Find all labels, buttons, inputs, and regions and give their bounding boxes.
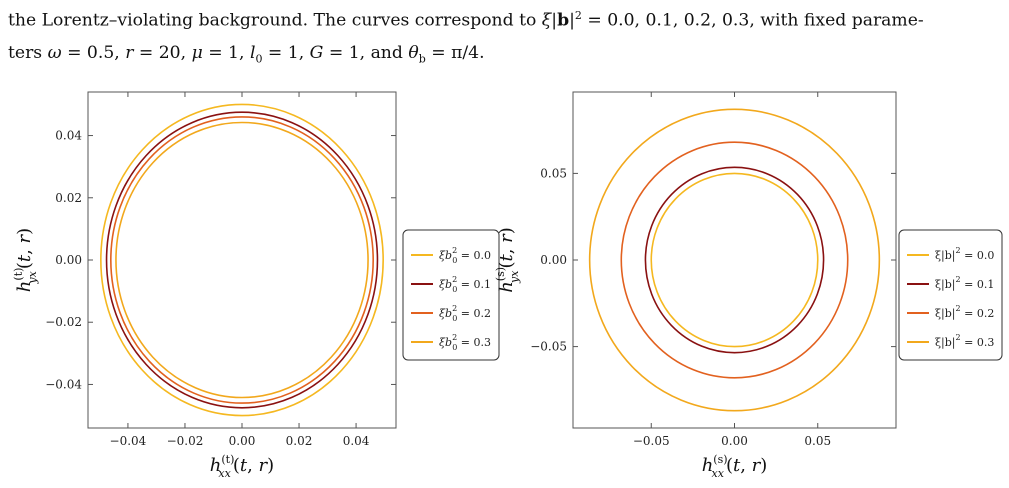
caption-line-2: ters ω = 0.5, r = 20, μ = 1, l0 = 1, G =…	[8, 37, 1003, 75]
figure-caption: the Lorentz–violating background. The cu…	[8, 0, 1003, 75]
x-tick-label: 0.04	[343, 434, 370, 448]
legend-box	[898, 229, 1003, 361]
caption-text: the Lorentz–violating background. The cu…	[8, 10, 542, 31]
caption-symbol: μ	[191, 42, 203, 63]
y-tick-label: 0.00	[55, 253, 82, 267]
x-tick-label: 0.00	[721, 434, 748, 448]
legend-label: ξ|b|2 = 0.3	[935, 333, 994, 350]
caption-sub: b	[418, 52, 426, 66]
series-curve-2	[620, 141, 849, 379]
caption-text: = 0.0, 0.1, 0.2, 0.3, with fixed parame-	[581, 10, 924, 31]
series-curve-3	[588, 108, 881, 412]
caption-text: = 1,	[202, 42, 250, 63]
caption-sub: 0	[255, 52, 263, 66]
caption-line-1: the Lorentz–violating background. The cu…	[8, 0, 1003, 37]
legend-label: ξ|b|2 = 0.0	[935, 246, 994, 263]
x-axis-label: h(s) xx (t, r)	[702, 453, 768, 480]
plot-frame	[87, 91, 397, 429]
caption-text: |	[569, 10, 575, 31]
y-axis-label: h(s)yx(t, r)	[494, 227, 521, 293]
caption-symbol: r	[125, 42, 134, 63]
y-tick-label: 0.02	[55, 191, 82, 205]
y-tick-label: 0.05	[540, 166, 567, 180]
x-tick-label: −0.04	[110, 434, 147, 448]
caption-text: = 1,	[262, 42, 310, 63]
caption-symbol: l	[249, 42, 256, 63]
y-tick-label: −0.04	[45, 377, 82, 391]
x-tick-label: 0.05	[804, 434, 831, 448]
x-tick-label: 0.02	[286, 434, 313, 448]
series-curve-3	[115, 121, 369, 399]
y-tick-label: 0.04	[55, 129, 82, 143]
caption-text: ters	[8, 42, 48, 63]
caption-text: |	[551, 10, 558, 31]
legend-label: ξb2 0 = 0.1	[439, 275, 491, 294]
series-curve-2	[110, 116, 374, 404]
caption-symbol: b	[557, 10, 570, 31]
caption-symbol: G	[309, 42, 324, 63]
caption-symbol: ξ	[541, 10, 552, 31]
x-tick-label: −0.02	[167, 434, 204, 448]
series-curve-1	[644, 166, 825, 354]
caption-sup: 2	[574, 9, 582, 22]
x-tick-label: −0.05	[633, 434, 670, 448]
chart-panel-1: −0.04 −0.02 0.00 0.02 0.04 −0.04 −0.02 0.00 0.02…	[12, 91, 500, 480]
legend: ξ|b|2 = 0.0 ξ|b|2 = 0.1 ξ|b|2 = 0.2 ξ|b|2 =…	[898, 229, 1003, 361]
legend-box	[402, 229, 500, 361]
caption-symbol: θ	[408, 42, 419, 63]
chart-panel-2: −0.05 0.00 0.05 −0.05 0.00 0.05 h(s) xx (t, r) h(…	[494, 91, 1003, 480]
caption-text: = 20,	[133, 42, 192, 63]
legend-label: ξb2 0 = 0.2	[439, 304, 491, 323]
caption-text: = 0.5,	[61, 42, 126, 63]
caption-text: = π/4.	[425, 42, 485, 63]
y-tick-label: −0.02	[45, 315, 82, 329]
x-tick-label: 0.00	[229, 434, 256, 448]
y-tick-label: −0.05	[530, 340, 567, 354]
caption-symbol: ω	[47, 42, 62, 63]
caption-text: = 1, and	[323, 42, 409, 63]
legend-label: ξ|b|2 = 0.1	[935, 275, 994, 292]
series-curve-0	[100, 103, 384, 417]
x-axis-label: h(t) xx (t, r)	[210, 453, 274, 480]
legend: ξb2 0 = 0.0 ξb2 0 = 0.1 ξb2 0 = 0.2 ξb2 0 = 0.3	[402, 229, 500, 361]
y-axis-label: h(t)yx(t, r)	[12, 228, 39, 292]
series-curve-1	[105, 111, 379, 409]
y-tick-label: 0.00	[540, 253, 567, 267]
legend-label: ξb2 0 = 0.3	[439, 333, 491, 352]
legend-label: ξ|b|2 = 0.2	[935, 304, 994, 321]
series-curve-0	[650, 172, 819, 348]
legend-label: ξb2 0 = 0.0	[439, 246, 491, 265]
